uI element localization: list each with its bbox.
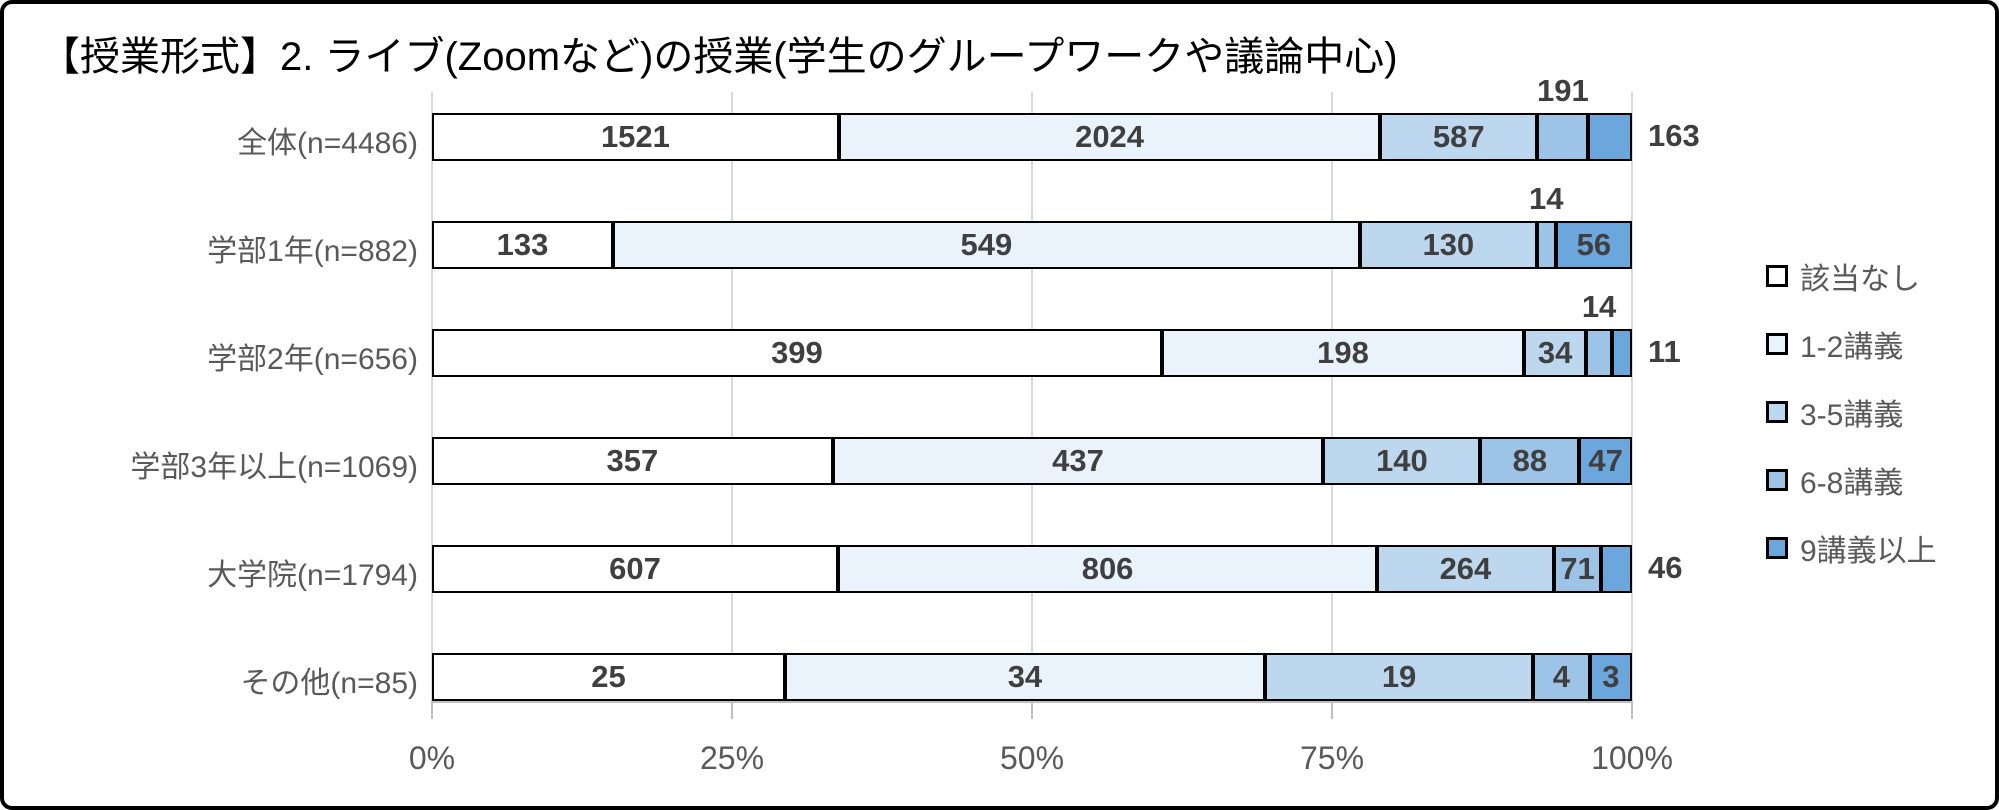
bar-segment: 587 [1380,113,1538,161]
chart-title: 【授業形式】2. ライブ(Zoomなど)の授業(学生のグループワークや議論中心) [40,35,1398,79]
bar-segment: 399 [432,329,1162,377]
value-label: 133 [496,227,549,262]
bar-segment: 88 [1480,437,1580,485]
bar-segment: 1521 [432,113,839,161]
x-tick-label: 25% [699,740,765,776]
bar-segment: 437 [832,437,1324,485]
value-label-outside: 46 [1648,550,1683,585]
legend-label: 1-2講義 [1800,331,1904,364]
bar-segment: 130 [1359,221,1537,269]
gridline [431,92,433,701]
value-label: 19 [1381,659,1417,694]
bar-segment: 56 [1555,221,1632,269]
bar-segment: 19 [1264,653,1534,701]
legend-swatch [1766,401,1788,423]
value-label: 198 [1317,335,1369,370]
value-label: 47 [1588,443,1623,478]
bar-segment: 198 [1161,329,1525,377]
legend-item: 6-8講義 [1766,463,1903,500]
gridline [731,92,733,701]
x-tick-label: 75% [1299,740,1365,776]
category-label: 大学院(n=1794) [207,559,418,592]
legend-label: 9講義以上 [1800,535,1937,568]
bar-segment: 71 [1553,545,1602,593]
bar-segment: 607 [432,545,839,593]
value-label-outside: 11 [1648,334,1681,369]
bar-segment: 3 [1589,653,1632,701]
bar-segment [1586,329,1612,377]
value-label: 549 [960,227,1013,262]
legend-swatch [1766,265,1788,287]
gridline [1631,92,1633,701]
axis-tick [1331,701,1333,719]
value-label: 1521 [600,119,670,154]
gridline [1031,92,1033,701]
bar-segment: 34 [1524,329,1587,377]
bar-segment: 47 [1579,437,1632,485]
axis-tick [1631,701,1633,719]
category-label: 学部2年(n=656) [207,343,418,376]
legend-item: 該当なし [1766,259,1920,296]
axis-tick [1031,701,1033,719]
bar-segment: 549 [612,221,1360,269]
legend-swatch [1766,333,1788,355]
gridline [1331,92,1333,701]
value-label-above: 191 [1536,73,1589,108]
bar-segment [1536,221,1556,269]
value-label: 806 [1081,551,1134,586]
category-label: 学部3年以上(n=1069) [130,451,418,484]
value-label: 71 [1560,551,1595,586]
category-label: 全体(n=4486) [237,127,418,160]
bar-segment: 140 [1323,437,1481,485]
bar-segment [1601,545,1632,593]
value-label: 25 [591,659,626,694]
x-tick-label: 100% [1591,740,1673,776]
value-label: 56 [1576,227,1612,262]
bar-segment: 133 [432,221,613,269]
bar-segment: 4 [1533,653,1590,701]
value-label: 34 [1537,335,1573,370]
bar-segment: 357 [432,437,833,485]
legend-item: 3-5講義 [1766,395,1903,432]
legend-swatch [1766,537,1788,559]
bar-segment: 25 [432,653,785,701]
bar-segment: 806 [838,545,1378,593]
bar-segment: 34 [784,653,1265,701]
value-label-outside: 163 [1648,118,1700,153]
bar-segment: 2024 [838,113,1381,161]
x-tick-label: 0% [408,740,456,776]
value-label: 88 [1512,443,1548,478]
legend-item: 1-2講義 [1766,327,1903,364]
legend-label: 該当なし [1800,263,1920,296]
value-label: 357 [606,443,659,478]
value-label: 34 [1007,659,1043,694]
value-label-above: 14 [1581,289,1617,324]
axis-tick [431,701,433,719]
legend-label: 3-5講義 [1800,399,1904,432]
x-tick-label: 50% [999,740,1065,776]
value-label: 399 [771,335,823,370]
bar-segment: 264 [1377,545,1554,593]
bar-segment [1611,329,1632,377]
axis-tick [731,701,733,719]
category-label: その他(n=85) [240,667,418,700]
value-label: 130 [1422,227,1475,262]
bar-segment [1537,113,1589,161]
x-axis-line [431,701,1633,703]
legend-label: 6-8講義 [1800,467,1904,500]
value-label: 264 [1439,551,1492,586]
legend-item: 9講義以上 [1766,531,1937,568]
value-label: 3 [1602,659,1620,694]
legend-swatch [1766,469,1788,491]
value-label: 607 [609,551,661,586]
value-label: 2024 [1075,119,1145,154]
value-label: 437 [1052,443,1104,478]
value-label: 140 [1376,443,1428,478]
value-label: 587 [1432,119,1485,154]
value-label-above: 14 [1529,181,1564,216]
category-label: 学部1年(n=882) [207,235,418,268]
bar-segment [1588,113,1632,161]
value-label: 4 [1552,659,1571,694]
